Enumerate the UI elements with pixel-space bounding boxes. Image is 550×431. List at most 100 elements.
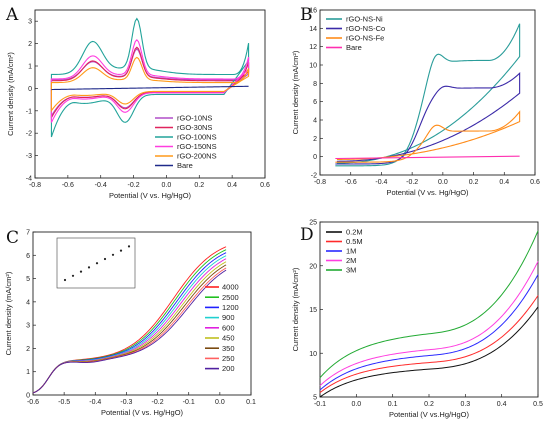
y-tick-label: 2 xyxy=(313,136,317,143)
legend-label: rGO-10NS xyxy=(177,114,212,123)
inset-point xyxy=(127,245,131,248)
legend-label: 1M xyxy=(346,247,356,256)
y-tick-label: 5 xyxy=(26,276,30,283)
series-line-0.5m xyxy=(319,295,539,394)
x-tick-label: -0.4 xyxy=(95,182,107,189)
y-axis-label: Current density (mA/cm²) xyxy=(6,52,15,136)
x-tick-label: -0.8 xyxy=(314,179,326,186)
y-tick-label: -4 xyxy=(26,176,32,183)
y-tick-label: -2 xyxy=(311,173,317,180)
x-axis-label: Potential (V vs. Hg/HgO) xyxy=(386,188,469,197)
x-tick-label: 0.0 xyxy=(162,182,172,189)
y-tick-label: 10 xyxy=(309,63,317,70)
x-tick-label: -0.1 xyxy=(183,399,195,406)
legend-label: 350 xyxy=(222,344,235,353)
x-tick-label: -0.6 xyxy=(62,182,74,189)
legend-label: 200 xyxy=(222,364,235,373)
legend-label: 250 xyxy=(222,354,235,363)
series-line-rgo-200ns xyxy=(50,56,250,113)
legend-label: 1200 xyxy=(222,303,239,312)
inset-point xyxy=(119,249,123,252)
y-tick-label: 1 xyxy=(28,64,32,71)
legend-label: rGO-NS-Co xyxy=(346,24,385,33)
y-tick-label: 7 xyxy=(26,230,30,237)
y-tick-label: 14 xyxy=(309,26,317,33)
legend-label: 900 xyxy=(222,313,235,322)
panel-b: -0.8 -0.6 -0.4 -0.2 0.0 0.2 0.4 0.6 -2 0 2 4 6 8 10 12 1… xyxy=(291,5,540,197)
legend-label: 600 xyxy=(222,323,235,332)
y-tick-label: 1 xyxy=(26,369,30,376)
x-tick-label: 0.0 xyxy=(351,401,361,408)
inset-point xyxy=(71,274,75,277)
y-tick-label: 12 xyxy=(309,44,317,51)
series-line-1m xyxy=(319,274,539,391)
y-tick-label: 5 xyxy=(313,395,317,402)
x-axis-label: Potential (V vs. Hg/HgO) xyxy=(109,191,192,200)
y-tick-label: 6 xyxy=(313,99,317,106)
legend-label: 2500 xyxy=(222,293,239,302)
legend-label: 4000 xyxy=(222,283,239,292)
panel-c: -0.6 -0.5 -0.4 -0.3 -0.2 -0.1 0.0 0.1 0 1 2 3 4 5 6 7 Po… xyxy=(4,228,256,417)
x-tick-label: -0.8 xyxy=(29,182,41,189)
y-tick-label: 6 xyxy=(26,253,30,260)
y-tick-label: 2 xyxy=(28,41,32,48)
series-line-2m xyxy=(319,261,539,386)
legend-label: rGO-200NS xyxy=(177,152,217,161)
legend-label: rGO-30NS xyxy=(177,123,212,132)
x-tick-label: 0.4 xyxy=(499,179,509,186)
panel-letter: D xyxy=(300,225,314,245)
panels: -0.8 -0.6 -0.4 -0.2 0.0 0.2 0.4 0.6-4-3-2-10123… xyxy=(4,5,543,419)
y-tick-label: 0 xyxy=(28,86,32,93)
legend-label: 2M xyxy=(346,256,356,265)
x-tick-label: 0.3 xyxy=(460,401,470,408)
series-line-200 xyxy=(32,269,227,394)
y-axis-label: Current density (mA/cm²) xyxy=(291,50,300,134)
x-tick-label: -0.4 xyxy=(89,399,101,406)
legend-label: rGO-NS-Fe xyxy=(346,34,384,43)
x-tick-label: 0.6 xyxy=(530,179,540,186)
series-line-0.2m xyxy=(319,306,539,398)
x-tick-label: 0.1 xyxy=(246,399,256,406)
series-line-bare xyxy=(51,85,249,91)
y-tick-label: 4 xyxy=(26,299,30,306)
x-tick-label: -0.2 xyxy=(152,399,164,406)
inset-point xyxy=(103,257,107,261)
inset-point xyxy=(87,266,91,269)
legend-label: rGO-100NS xyxy=(177,133,217,142)
inset-point xyxy=(63,278,67,282)
y-tick-label: 25 xyxy=(309,220,317,227)
y-tick-label: 20 xyxy=(309,263,317,270)
series-line-3m xyxy=(319,230,539,379)
x-tick-label: 0.0 xyxy=(215,399,225,406)
inset-point xyxy=(95,262,99,265)
x-axis-label: Potential (V vs.Hg/HgO) xyxy=(389,410,470,419)
series-line-bare xyxy=(335,155,520,160)
inset-point xyxy=(111,253,115,256)
legend-label: rGO-NS-Ni xyxy=(346,15,383,24)
legend-label: 3M xyxy=(346,266,356,275)
y-tick-label: -2 xyxy=(26,131,32,138)
x-tick-label: 0.1 xyxy=(388,401,398,408)
x-tick-label: -0.2 xyxy=(406,179,418,186)
x-tick-label: 0.2 xyxy=(469,179,479,186)
y-tick-label: -3 xyxy=(26,153,32,160)
plot-frame xyxy=(32,231,252,396)
legend-label: Bare xyxy=(177,161,193,170)
inset-point xyxy=(79,270,83,273)
x-tick-label: 0.0 xyxy=(438,179,448,186)
x-tick-label: -0.2 xyxy=(128,182,140,189)
x-tick-label: -0.4 xyxy=(375,179,387,186)
plot-frame xyxy=(319,9,536,176)
x-tick-label: -0.5 xyxy=(58,399,70,406)
x-tick-label: -0.6 xyxy=(345,179,357,186)
y-tick-label: 8 xyxy=(313,81,317,88)
panel-a: -0.8 -0.6 -0.4 -0.2 0.0 0.2 0.4 0.6 -4 -3 -2 -1 0 1 2 3… xyxy=(5,5,270,200)
x-axis-label: Potential (V vs. Hg/HgO) xyxy=(101,408,184,417)
y-axis-label: Current density (mA/cm²) xyxy=(4,271,13,355)
x-tick-label: -0.1 xyxy=(314,401,326,408)
series-line-rgo-ns-fe xyxy=(335,110,521,163)
panel-letter: A xyxy=(5,5,19,25)
x-tick-label: -0.3 xyxy=(120,399,132,406)
x-tick-label: 0.2 xyxy=(194,182,204,189)
